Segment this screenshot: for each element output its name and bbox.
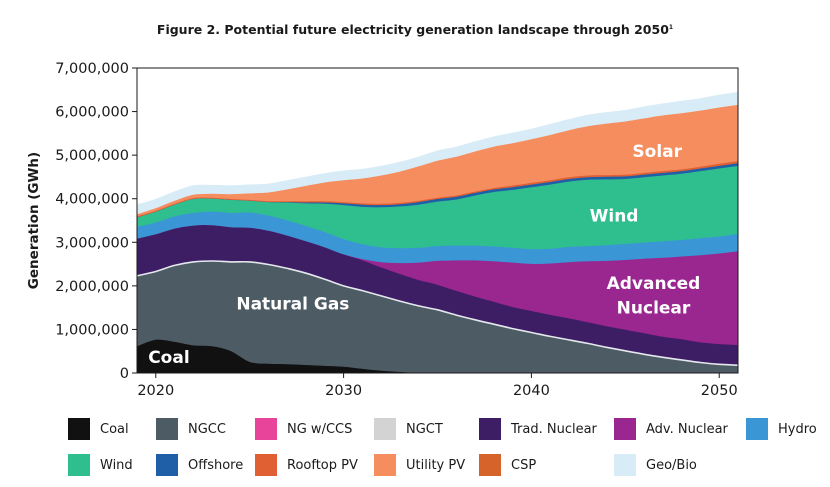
area-geo-bio [137, 92, 738, 215]
x-tick-label: 2050 [701, 383, 738, 399]
axes: 0 1,000,000 2,000,000 3,000,000 4,000,000 5,0… [26, 61, 739, 399]
area-layers [137, 92, 738, 373]
annotation-natural-gas: Natural Gas [236, 294, 349, 314]
legend-swatch [479, 454, 501, 476]
legend-swatch [374, 418, 396, 440]
legend-label: Adv. Nuclear [646, 421, 728, 437]
legend-swatch [255, 418, 277, 440]
legend-item: Trad. Nuclear [479, 418, 597, 440]
legend-label: NGCT [406, 421, 443, 437]
x-tick-label: 2040 [513, 383, 550, 399]
legend-swatch [156, 454, 178, 476]
legend-item: Offshore [156, 454, 243, 476]
legend-swatch [614, 418, 636, 440]
legend-item: Wind [68, 454, 133, 476]
legend-item: NGCT [374, 418, 443, 440]
annotation-advanced: Advanced [607, 274, 701, 294]
chart: 0 1,000,000 2,000,000 3,000,000 4,000,000 5,0… [26, 61, 739, 399]
plot-frame [136, 67, 739, 374]
legend-item: NGCC [156, 418, 226, 440]
y-tick-label: 7,000,000 [55, 61, 129, 77]
legend-item: Utility PV [374, 454, 465, 476]
y-axis-label: Generation (GWh) [26, 152, 42, 289]
legend-item: Coal [68, 418, 129, 440]
legend-label: Offshore [188, 457, 244, 473]
annotations: Coal Natural Gas Advanced Nuclear Wind Solar [148, 142, 700, 368]
y-tick-label: 6,000,000 [55, 105, 129, 121]
x-tick-label: 2020 [137, 383, 174, 399]
annotation-nuclear: Nuclear [617, 299, 691, 319]
legend-label: Rooftop PV [287, 457, 358, 473]
legend-swatch [156, 418, 178, 440]
natural-gas-top-line [137, 260, 738, 366]
legend-swatch [374, 454, 396, 476]
y-tick-label: 4,000,000 [55, 192, 129, 208]
legend-label: Geo/Bio [646, 457, 697, 473]
legend-item: NG w/CCS [255, 418, 352, 440]
legend-label: Coal [100, 421, 129, 437]
title-footnote: 1 [668, 23, 674, 31]
legend-swatch [68, 454, 90, 476]
legend-item: Geo/Bio [614, 454, 697, 476]
annotation-wind: Wind [590, 206, 639, 226]
legend-swatch [746, 418, 768, 440]
x-tick-label: 2030 [325, 383, 362, 399]
legend-item: CSP [479, 454, 536, 476]
legend-label: Utility PV [406, 457, 466, 473]
legend-item: Hydro [746, 418, 817, 440]
legend-item: Rooftop PV [255, 454, 358, 476]
legend-label: Wind [100, 457, 133, 473]
y-tick-label: 3,000,000 [55, 235, 129, 251]
chart-title-text: Figure 2. Potential future electricity g… [156, 22, 669, 37]
legend-item: Adv. Nuclear [614, 418, 728, 440]
legend-label: CSP [511, 457, 537, 473]
legend-swatch [614, 454, 636, 476]
annotation-solar: Solar [632, 142, 682, 162]
y-tick-label: 1,000,000 [55, 322, 129, 338]
y-tick-label: 5,000,000 [55, 148, 129, 164]
legend-label: NG w/CCS [287, 421, 353, 437]
y-tick-label: 2,000,000 [55, 279, 129, 295]
legend-swatch [68, 418, 90, 440]
legend-label: NGCC [188, 421, 226, 437]
annotation-coal: Coal [148, 348, 189, 368]
legend-label: Trad. Nuclear [511, 421, 597, 437]
y-tick-label: 0 [120, 366, 129, 382]
legend-swatch [255, 454, 277, 476]
legend-swatch [479, 418, 501, 440]
gas-boundary-lines [137, 260, 738, 366]
legend-label: Hydro [778, 421, 817, 437]
chart-title: Figure 2. Potential future electricity g… [0, 22, 830, 37]
